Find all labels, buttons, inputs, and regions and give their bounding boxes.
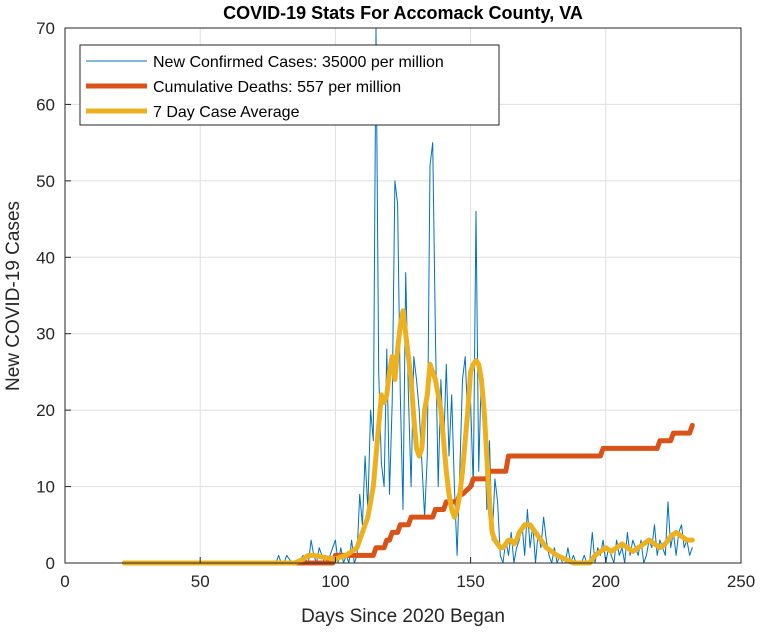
y-tick-label: 40 bbox=[36, 248, 55, 267]
y-tick-label: 20 bbox=[36, 401, 55, 420]
legend-label-new-cases: New Confirmed Cases: 35000 per million bbox=[153, 54, 444, 71]
chart-title: COVID-19 Stats For Accomack County, VA bbox=[223, 3, 583, 23]
x-tick-label: 150 bbox=[456, 572, 484, 591]
y-tick-label: 0 bbox=[46, 554, 55, 573]
y-tick-label: 60 bbox=[36, 95, 55, 114]
series-layer bbox=[122, 27, 695, 566]
x-tick-label: 200 bbox=[592, 572, 620, 591]
x-tick-label: 100 bbox=[321, 572, 349, 591]
y-tick-label: 10 bbox=[36, 478, 55, 497]
x-tick-label: 0 bbox=[60, 572, 69, 591]
plot-border bbox=[64, 27, 742, 564]
legend: New Confirmed Cases: 35000 per million C… bbox=[79, 44, 500, 126]
legend-label-average: 7 Day Case Average bbox=[153, 104, 300, 121]
axis-ticks: 0 50 100 150 200 250 0 10 20 30 40 50 60 70 bbox=[36, 19, 755, 591]
y-tick-label: 30 bbox=[36, 325, 55, 344]
y-tick-label: 70 bbox=[36, 19, 55, 38]
x-tick-label: 50 bbox=[191, 572, 210, 591]
x-axis-label: Days Since 2020 Began bbox=[301, 606, 505, 627]
y-tick-label: 50 bbox=[36, 172, 55, 191]
x-tick-label: 250 bbox=[727, 572, 755, 591]
legend-label-deaths: Cumulative Deaths: 557 per million bbox=[153, 79, 401, 96]
series-7-day-average bbox=[122, 308, 695, 566]
legend-box bbox=[79, 44, 500, 126]
y-axis-label: New COVID-19 Cases bbox=[3, 201, 24, 391]
